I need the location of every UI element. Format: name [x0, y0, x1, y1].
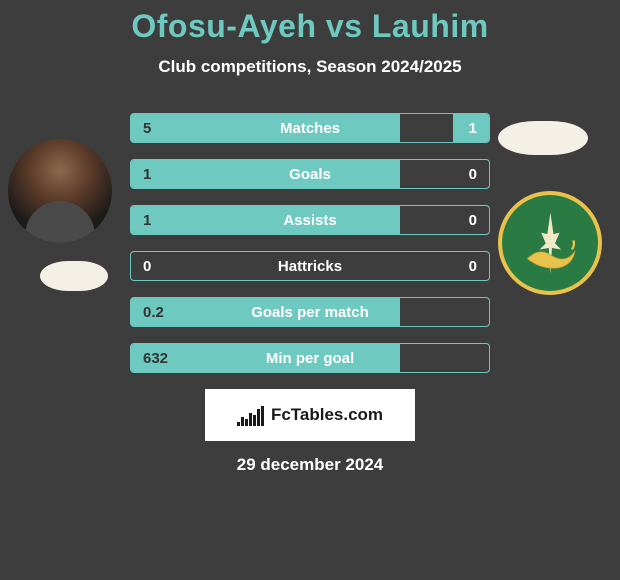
player-left-avatar	[8, 139, 112, 243]
attribution-box: FcTables.com	[205, 389, 415, 441]
stat-row: 632 Min per goal	[130, 343, 490, 373]
attribution-text: FcTables.com	[271, 405, 383, 425]
stat-row: 1 Goals 0	[130, 159, 490, 189]
stat-label: Goals per match	[131, 298, 489, 327]
stat-label: Min per goal	[131, 344, 489, 373]
stat-label: Goals	[131, 160, 489, 189]
stat-row: 5 Matches 1	[130, 113, 490, 143]
player-right-club-badge	[498, 191, 602, 295]
stat-value-right: 0	[469, 252, 477, 281]
stat-row: 1 Assists 0	[130, 205, 490, 235]
stat-row: 0 Hattricks 0	[130, 251, 490, 281]
club-crest-icon	[512, 205, 589, 282]
stat-value-right: 0	[469, 206, 477, 235]
page-title: Ofosu-Ayeh vs Lauhim	[0, 8, 620, 45]
stats-list: 5 Matches 1 1 Goals 0 1 Assists 0	[130, 113, 490, 373]
stat-label: Hattricks	[131, 252, 489, 281]
date-label: 29 december 2024	[0, 455, 620, 475]
subtitle: Club competitions, Season 2024/2025	[0, 57, 620, 77]
bar-chart-icon	[237, 404, 265, 426]
stat-label: Assists	[131, 206, 489, 235]
stat-label: Matches	[131, 114, 489, 143]
comparison-area: 5 Matches 1 1 Goals 0 1 Assists 0	[0, 113, 620, 475]
stat-row: 0.2 Goals per match	[130, 297, 490, 327]
stat-value-right: 1	[469, 114, 477, 143]
stat-value-right: 0	[469, 160, 477, 189]
player-right-flag	[498, 121, 588, 155]
player-left-flag	[40, 261, 108, 291]
